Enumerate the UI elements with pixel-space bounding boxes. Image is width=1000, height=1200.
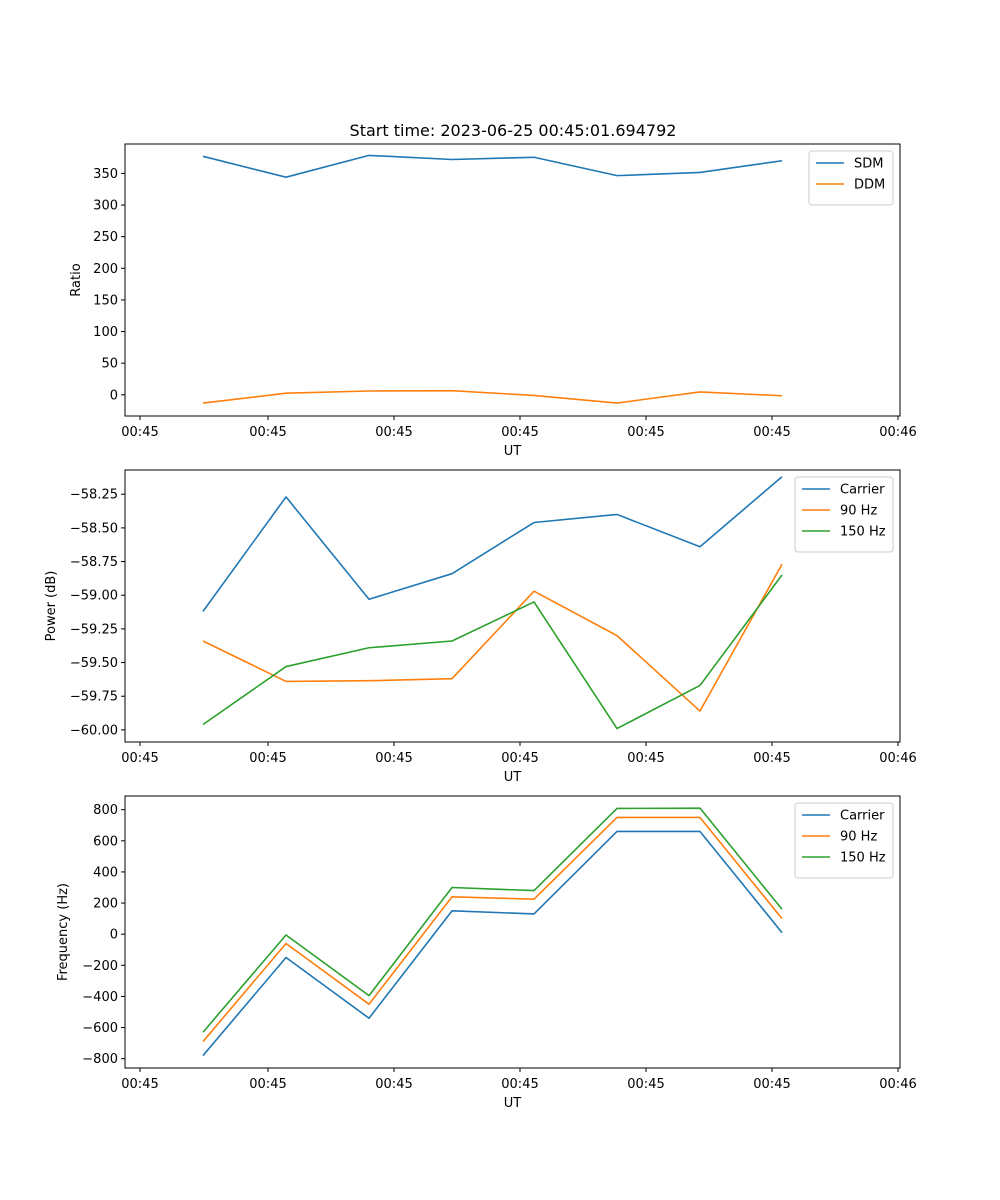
- subplot-frequency: −800 −600 −400 −200 0 200 400 600 800 00:45 00:45 0…: [56, 795, 917, 1111]
- subplot-ratio: 0 50 100 150 200 250 300 350 00:45 00:45 00:45 00:4…: [69, 143, 917, 459]
- power-series-carrier-line: [202, 476, 783, 612]
- ratio-x-tick-label: 00:45: [753, 425, 790, 440]
- figure-title: Start time: 2023-06-25 00:45:01.694792: [350, 121, 677, 140]
- frequency-x-axis-label: UT: [504, 1096, 522, 1111]
- frequency-y-tick-label: −800: [82, 1052, 118, 1067]
- ratio-x-tick-label: 00:46: [879, 425, 916, 440]
- power-x-tick-label: 00:45: [753, 751, 790, 766]
- frequency-y-tick-label: 600: [93, 834, 118, 849]
- ratio-legend-box: [808, 150, 894, 206]
- ratio-y-axis-label: Ratio: [69, 263, 84, 296]
- frequency-plot-area: −800 −600 −400 −200 0 200 400 600 800 00:45 00:45 0…: [56, 795, 917, 1111]
- power-plot-area: −60.00 −59.75 −59.50 −59.25 −59.00 −58.75 −58.…: [44, 469, 917, 785]
- frequency-series-carrier-line: [202, 830, 783, 1057]
- power-legend-label: Carrier: [840, 483, 885, 498]
- frequency-legend-label: 150 Hz: [840, 851, 886, 866]
- ratio-x-tick-label: 00:45: [249, 425, 286, 440]
- power-y-tick-label: −59.75: [70, 690, 118, 705]
- ratio-series-ddm-line: [202, 389, 783, 404]
- power-y-tick-label: −59.00: [70, 589, 118, 604]
- power-axes-frame: [124, 469, 901, 743]
- ratio-x-axis-label: UT: [504, 444, 522, 459]
- power-y-tick-label: −60.00: [70, 723, 118, 738]
- frequency-legend: Carrier 90 Hz 150 Hz: [794, 802, 894, 879]
- power-legend: Carrier 90 Hz 150 Hz: [794, 476, 894, 553]
- power-legend-box: [794, 476, 894, 553]
- power-y-tick-label: −59.50: [70, 656, 118, 671]
- power-x-tick-label: 00:45: [375, 751, 412, 766]
- ratio-legend-label: DDM: [854, 178, 885, 193]
- frequency-axes-frame: [124, 795, 901, 1069]
- ratio-y-tick-label: 200: [93, 262, 118, 277]
- frequency-legend-label: 90 Hz: [840, 830, 877, 845]
- ratio-series-sdm-line: [202, 154, 783, 179]
- power-x-tick-label: 00:46: [879, 751, 916, 766]
- frequency-y-tick-label: 200: [93, 897, 118, 912]
- power-y-tick-label: −58.75: [70, 555, 118, 570]
- ratio-legend: SDM DDM: [808, 150, 894, 206]
- power-y-tick-label: −59.25: [70, 622, 118, 637]
- power-x-tick-label: 00:45: [249, 751, 286, 766]
- frequency-y-tick-label: −400: [82, 990, 118, 1005]
- ratio-x-tick-label: 00:45: [375, 425, 412, 440]
- frequency-series-90-hz-line: [202, 816, 783, 1043]
- subplot-power: −60.00 −59.75 −59.50 −59.25 −59.00 −58.75 −58.…: [44, 469, 917, 785]
- ratio-y-tick-label: 150: [93, 293, 118, 308]
- ratio-y-tick-label: 350: [93, 167, 118, 182]
- frequency-y-tick-label: 400: [93, 865, 118, 880]
- ratio-x-tick-label: 00:45: [121, 425, 158, 440]
- frequency-x-tick-label: 00:45: [375, 1077, 412, 1092]
- ratio-y-tick-label: 100: [93, 325, 118, 340]
- power-x-tick-label: 00:45: [627, 751, 664, 766]
- frequency-series-150-hz-line: [202, 807, 783, 1033]
- frequency-x-tick-label: 00:45: [249, 1077, 286, 1092]
- ratio-x-tick-label: 00:45: [627, 425, 664, 440]
- ratio-legend-label: SDM: [854, 157, 883, 172]
- frequency-x-tick-label: 00:45: [121, 1077, 158, 1092]
- ratio-y-tick-label: 0: [110, 388, 118, 403]
- frequency-y-tick-label: −600: [82, 1021, 118, 1036]
- frequency-x-tick-label: 00:46: [879, 1077, 916, 1092]
- frequency-legend-label: Carrier: [840, 809, 885, 824]
- power-x-tick-label: 00:45: [121, 751, 158, 766]
- power-series-90-hz-line: [202, 563, 783, 712]
- ratio-x-tick-label: 00:45: [501, 425, 538, 440]
- power-legend-label: 150 Hz: [840, 525, 886, 540]
- ratio-axes-frame: [124, 143, 901, 417]
- ratio-plot-area: 0 50 100 150 200 250 300 350 00:45 00:45 00:45 00:4…: [69, 143, 917, 459]
- frequency-x-tick-label: 00:45: [627, 1077, 664, 1092]
- power-y-axis-label: Power (dB): [44, 571, 59, 642]
- power-x-axis-label: UT: [504, 770, 522, 785]
- frequency-y-axis-label: Frequency (Hz): [56, 883, 71, 981]
- frequency-legend-box: [794, 802, 894, 879]
- frequency-y-tick-label: 800: [93, 803, 118, 818]
- power-x-tick-label: 00:45: [501, 751, 538, 766]
- frequency-y-tick-label: 0: [110, 928, 118, 943]
- power-series-150-hz-line: [202, 574, 783, 730]
- ratio-y-tick-label: 250: [93, 230, 118, 245]
- power-legend-label: 90 Hz: [840, 504, 877, 519]
- ratio-y-tick-label: 300: [93, 199, 118, 214]
- power-y-tick-label: −58.50: [70, 521, 118, 536]
- power-y-tick-label: −58.25: [70, 488, 118, 503]
- frequency-y-tick-label: −200: [82, 959, 118, 974]
- frequency-x-tick-label: 00:45: [753, 1077, 790, 1092]
- frequency-x-tick-label: 00:45: [501, 1077, 538, 1092]
- ratio-y-tick-label: 50: [101, 357, 118, 372]
